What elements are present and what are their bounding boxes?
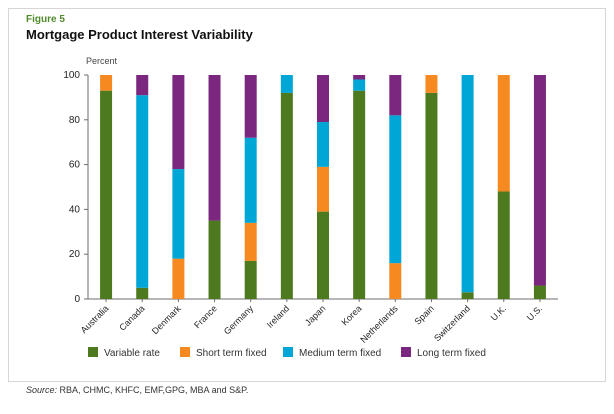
bar-segment [136,75,149,96]
bar-segment [136,287,149,299]
y-tick-label: 100 [63,70,80,81]
figure-frame [8,8,606,382]
legend-label: Long term fixed [417,348,486,359]
bar-segment [244,260,257,299]
bar-segment [389,263,402,299]
bar-segment [497,75,510,192]
source-note: Source: RBA, CHMC, KHFC, EMF,GPG, MBA an… [26,385,248,395]
bar-segment [280,75,293,93]
x-tick-label: Ireland [265,303,292,330]
x-tick-label: Canada [117,303,146,332]
bar-segment [100,90,113,300]
bar-segment [136,95,149,288]
y-tick-label: 60 [69,160,81,171]
bar-segment [244,137,257,223]
bar-segment [497,191,510,299]
x-tick-label: Korea [340,303,364,327]
x-tick-label: Netherlands [358,303,400,345]
y-tick-label: 80 [69,115,81,126]
legend-label: Variable rate [104,348,160,359]
bar-segment [461,292,474,299]
x-tick-label: Switzerland [432,303,472,343]
bar-segment [208,75,221,221]
bar-segment [244,75,257,138]
y-tick-label: 0 [74,294,80,305]
legend-swatch-medium [283,347,293,357]
legend-label: Medium term fixed [299,348,382,359]
bar-segment [172,258,185,299]
x-tick-label: Germany [222,303,256,337]
bar-segment [244,222,257,261]
bar-segment [533,75,546,286]
x-tick-label: Denmark [150,303,183,336]
bar-segment [172,169,185,259]
bar-segment [353,90,366,300]
bar-segment [100,75,113,91]
x-tick-label: Australia [79,303,111,335]
x-tick-label: U.K. [489,303,508,322]
legend-item-short-term-fixed: Short term fixed [180,347,267,359]
legend-item-variable-rate: Variable rate [88,347,160,359]
x-tick-label: Japan [303,303,327,327]
legend-item-long-term-fixed: Long term fixed [401,347,486,359]
bar-segment [317,122,329,167]
bar-segment [208,220,221,299]
legend-swatch-long [401,347,411,357]
bar-segment [533,285,546,299]
figure-label: Figure 5 [26,14,65,25]
x-tick-label: France [192,303,219,330]
y-axis-label: Percent [86,56,118,66]
source-label: Source: [26,385,58,395]
y-tick-label: 40 [69,204,81,215]
x-tick-label: U.S. [525,303,544,322]
bar-segment [425,75,438,93]
bar-segment [353,75,366,80]
bar-segment [425,92,438,299]
y-tick-label: 20 [69,249,81,260]
legend-label: Short term fixed [196,348,267,359]
legend-item-medium-term-fixed: Medium term fixed [283,347,381,359]
bar-segment [353,79,366,91]
bar-segment [317,211,329,299]
legend-swatch-variable [88,347,98,357]
bar-segment [172,75,185,170]
bar-segment [461,75,474,293]
bar-segment [317,166,329,212]
x-tick-label: Spain [413,303,436,326]
source-text: RBA, CHMC, KHFC, EMF,GPG, MBA and S&P. [59,385,249,395]
legend-swatch-short [180,347,190,357]
bar-segment [280,92,293,299]
chart-title: Mortgage Product Interest Variability [26,27,253,42]
bar-segment [389,115,402,264]
bar-segment [389,75,402,116]
bar-segment [317,75,329,123]
